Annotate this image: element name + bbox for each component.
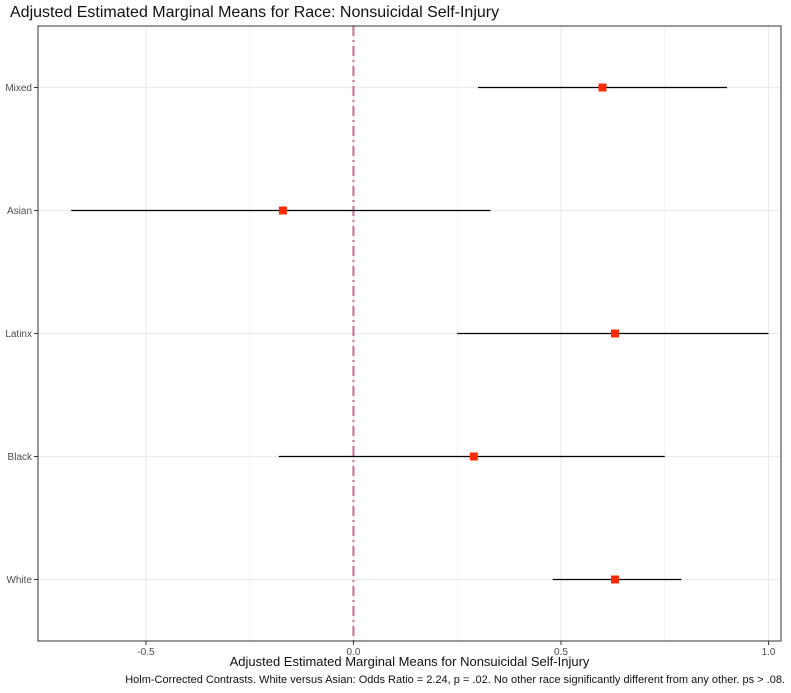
estimate-point-black xyxy=(469,452,478,461)
x-axis-title: Adjusted Estimated Marginal Means for No… xyxy=(229,654,590,669)
x-tick-label: 1.0 xyxy=(762,647,776,658)
y-tick-label-black: Black xyxy=(8,452,33,463)
x-tick-label: -0.5 xyxy=(137,647,155,658)
y-tick-label-white: White xyxy=(6,575,32,586)
y-tick-label-latinx: Latinx xyxy=(5,329,32,340)
caption: Holm-Corrected Contrasts. White versus A… xyxy=(125,674,785,686)
data-marks xyxy=(71,83,769,584)
estimate-point-mixed xyxy=(598,83,607,92)
estimate-point-latinx xyxy=(610,329,619,338)
estimate-point-asian xyxy=(278,206,287,215)
x-tick-label: 0.0 xyxy=(347,647,361,658)
axis-ticks: -0.5 0.0 0.5 1.0 Mixed Asian Latinx Black White xyxy=(5,83,776,658)
chart-title: Adjusted Estimated Marginal Means for Ra… xyxy=(10,4,500,21)
y-tick-label-asian: Asian xyxy=(7,206,32,217)
estimate-point-white xyxy=(610,575,619,584)
x-tick-label: 0.5 xyxy=(554,647,568,658)
y-tick-label-mixed: Mixed xyxy=(5,83,32,94)
